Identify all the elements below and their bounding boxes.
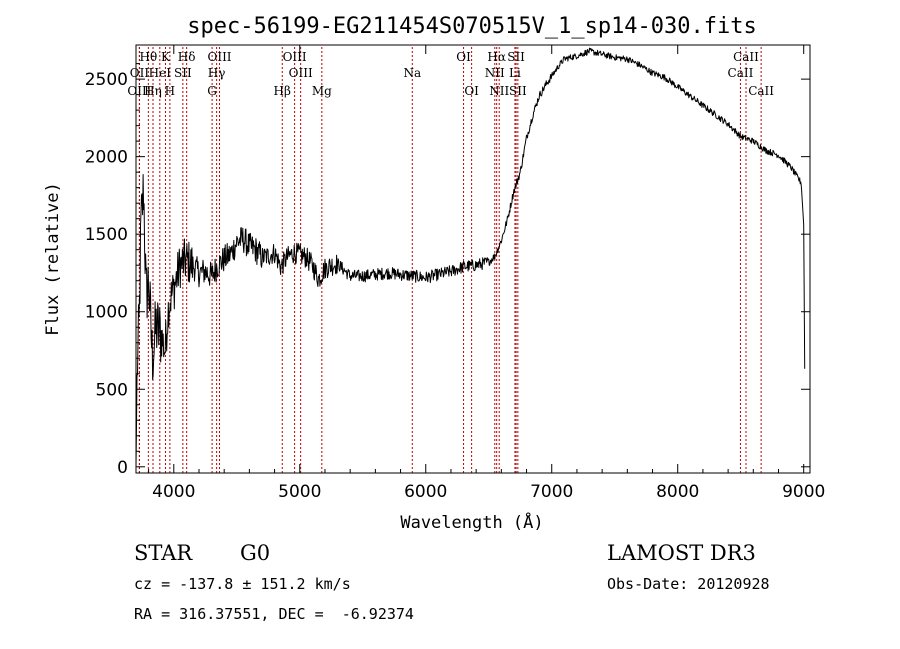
- y-axis-label: Flux (relative): [43, 182, 63, 336]
- redshift-readout: cz = -137.8 ± 151.2 km/s: [134, 575, 351, 593]
- spectral-line-label: G: [207, 84, 217, 98]
- spectral-line-label: SII: [507, 50, 525, 64]
- x-axis-label: Wavelength (Å): [400, 511, 543, 533]
- spectral-line-label: Hη: [144, 84, 162, 98]
- spectral-line-label: K: [161, 50, 171, 64]
- spectral-line-label: OIII: [289, 66, 313, 80]
- coordinates-readout: RA = 316.37551, DEC = -6.92374: [134, 605, 414, 623]
- spectral-line-label: Hθ: [139, 50, 157, 64]
- spectral-line-label: OIII: [207, 50, 231, 64]
- spectral-line-label: SII: [509, 84, 527, 98]
- spectral-line-label: Mg: [312, 84, 332, 98]
- spectral-line-label: CaII: [748, 84, 774, 98]
- y-axis-ticks: 0 500 1000 1500 2000 2500: [85, 63, 810, 478]
- spectral-line-label: CaII: [733, 50, 759, 64]
- chart-title: spec-56199-EG211454S070515V_1_sp14-030.f…: [187, 14, 757, 39]
- y-tick-label: 500: [96, 380, 128, 400]
- obs-date: Obs-Date: 20120928: [607, 575, 770, 593]
- x-tick-label: 4000: [152, 482, 195, 502]
- y-tick-label: 0: [117, 458, 128, 478]
- x-tick-label: 7000: [530, 482, 573, 502]
- spectral-line-label: Hδ: [178, 50, 196, 64]
- spectral-line-label: Hβ: [274, 84, 291, 98]
- plot-frame: [135, 44, 811, 474]
- y-tick-label: 1500: [85, 225, 128, 245]
- spectral-line-label: NII: [489, 84, 509, 98]
- y-tick-label: 1000: [85, 303, 128, 323]
- spectral-line-label: CaII: [728, 66, 754, 80]
- x-tick-label: 9000: [782, 482, 825, 502]
- spectral-line-label: OII: [130, 66, 150, 80]
- spectral-line-label: OI: [464, 84, 479, 98]
- spectral-line-label: NII: [485, 66, 505, 80]
- x-tick-label: 5000: [278, 482, 321, 502]
- y-tick-label: 2500: [85, 70, 128, 90]
- spectral-line-label: SII: [174, 66, 192, 80]
- spectral-line-label: Li: [509, 66, 521, 80]
- survey-name: LAMOST DR3: [607, 541, 756, 565]
- spectral-line-label: HeI: [149, 66, 172, 80]
- spectral-line-label: OIII: [127, 84, 151, 98]
- spectral-line-label: Hα: [487, 50, 506, 64]
- x-tick-label: 8000: [656, 482, 699, 502]
- spectral-line-label: Na: [403, 66, 421, 80]
- spectral-line-label: OI: [456, 50, 471, 64]
- spectral-line-label: Hγ: [208, 66, 226, 80]
- x-tick-label: 6000: [404, 482, 447, 502]
- spectrum-series-line: [135, 47, 806, 467]
- x-axis-ticks: 4000 5000 6000 7000 8000 9000: [148, 45, 825, 502]
- spectral-line-label: H: [165, 84, 175, 98]
- object-subclass: G0: [240, 541, 270, 565]
- y-tick-label: 2000: [85, 148, 128, 168]
- object-class: STAR: [134, 541, 193, 565]
- spectral-line-label: OIII: [283, 50, 307, 64]
